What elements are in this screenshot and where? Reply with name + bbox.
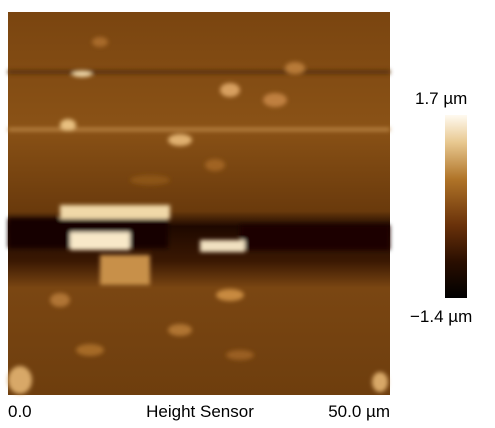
axis-end-label: 50.0 µm — [328, 402, 390, 421]
axis-start-label: 0.0 — [8, 402, 32, 421]
colorbar-min-label: −1.4 µm — [410, 307, 472, 326]
axis-title: Height Sensor — [146, 402, 254, 421]
afm-image — [8, 12, 390, 395]
colorbar — [445, 115, 467, 298]
colorbar-max-label: 1.7 µm — [415, 89, 467, 108]
